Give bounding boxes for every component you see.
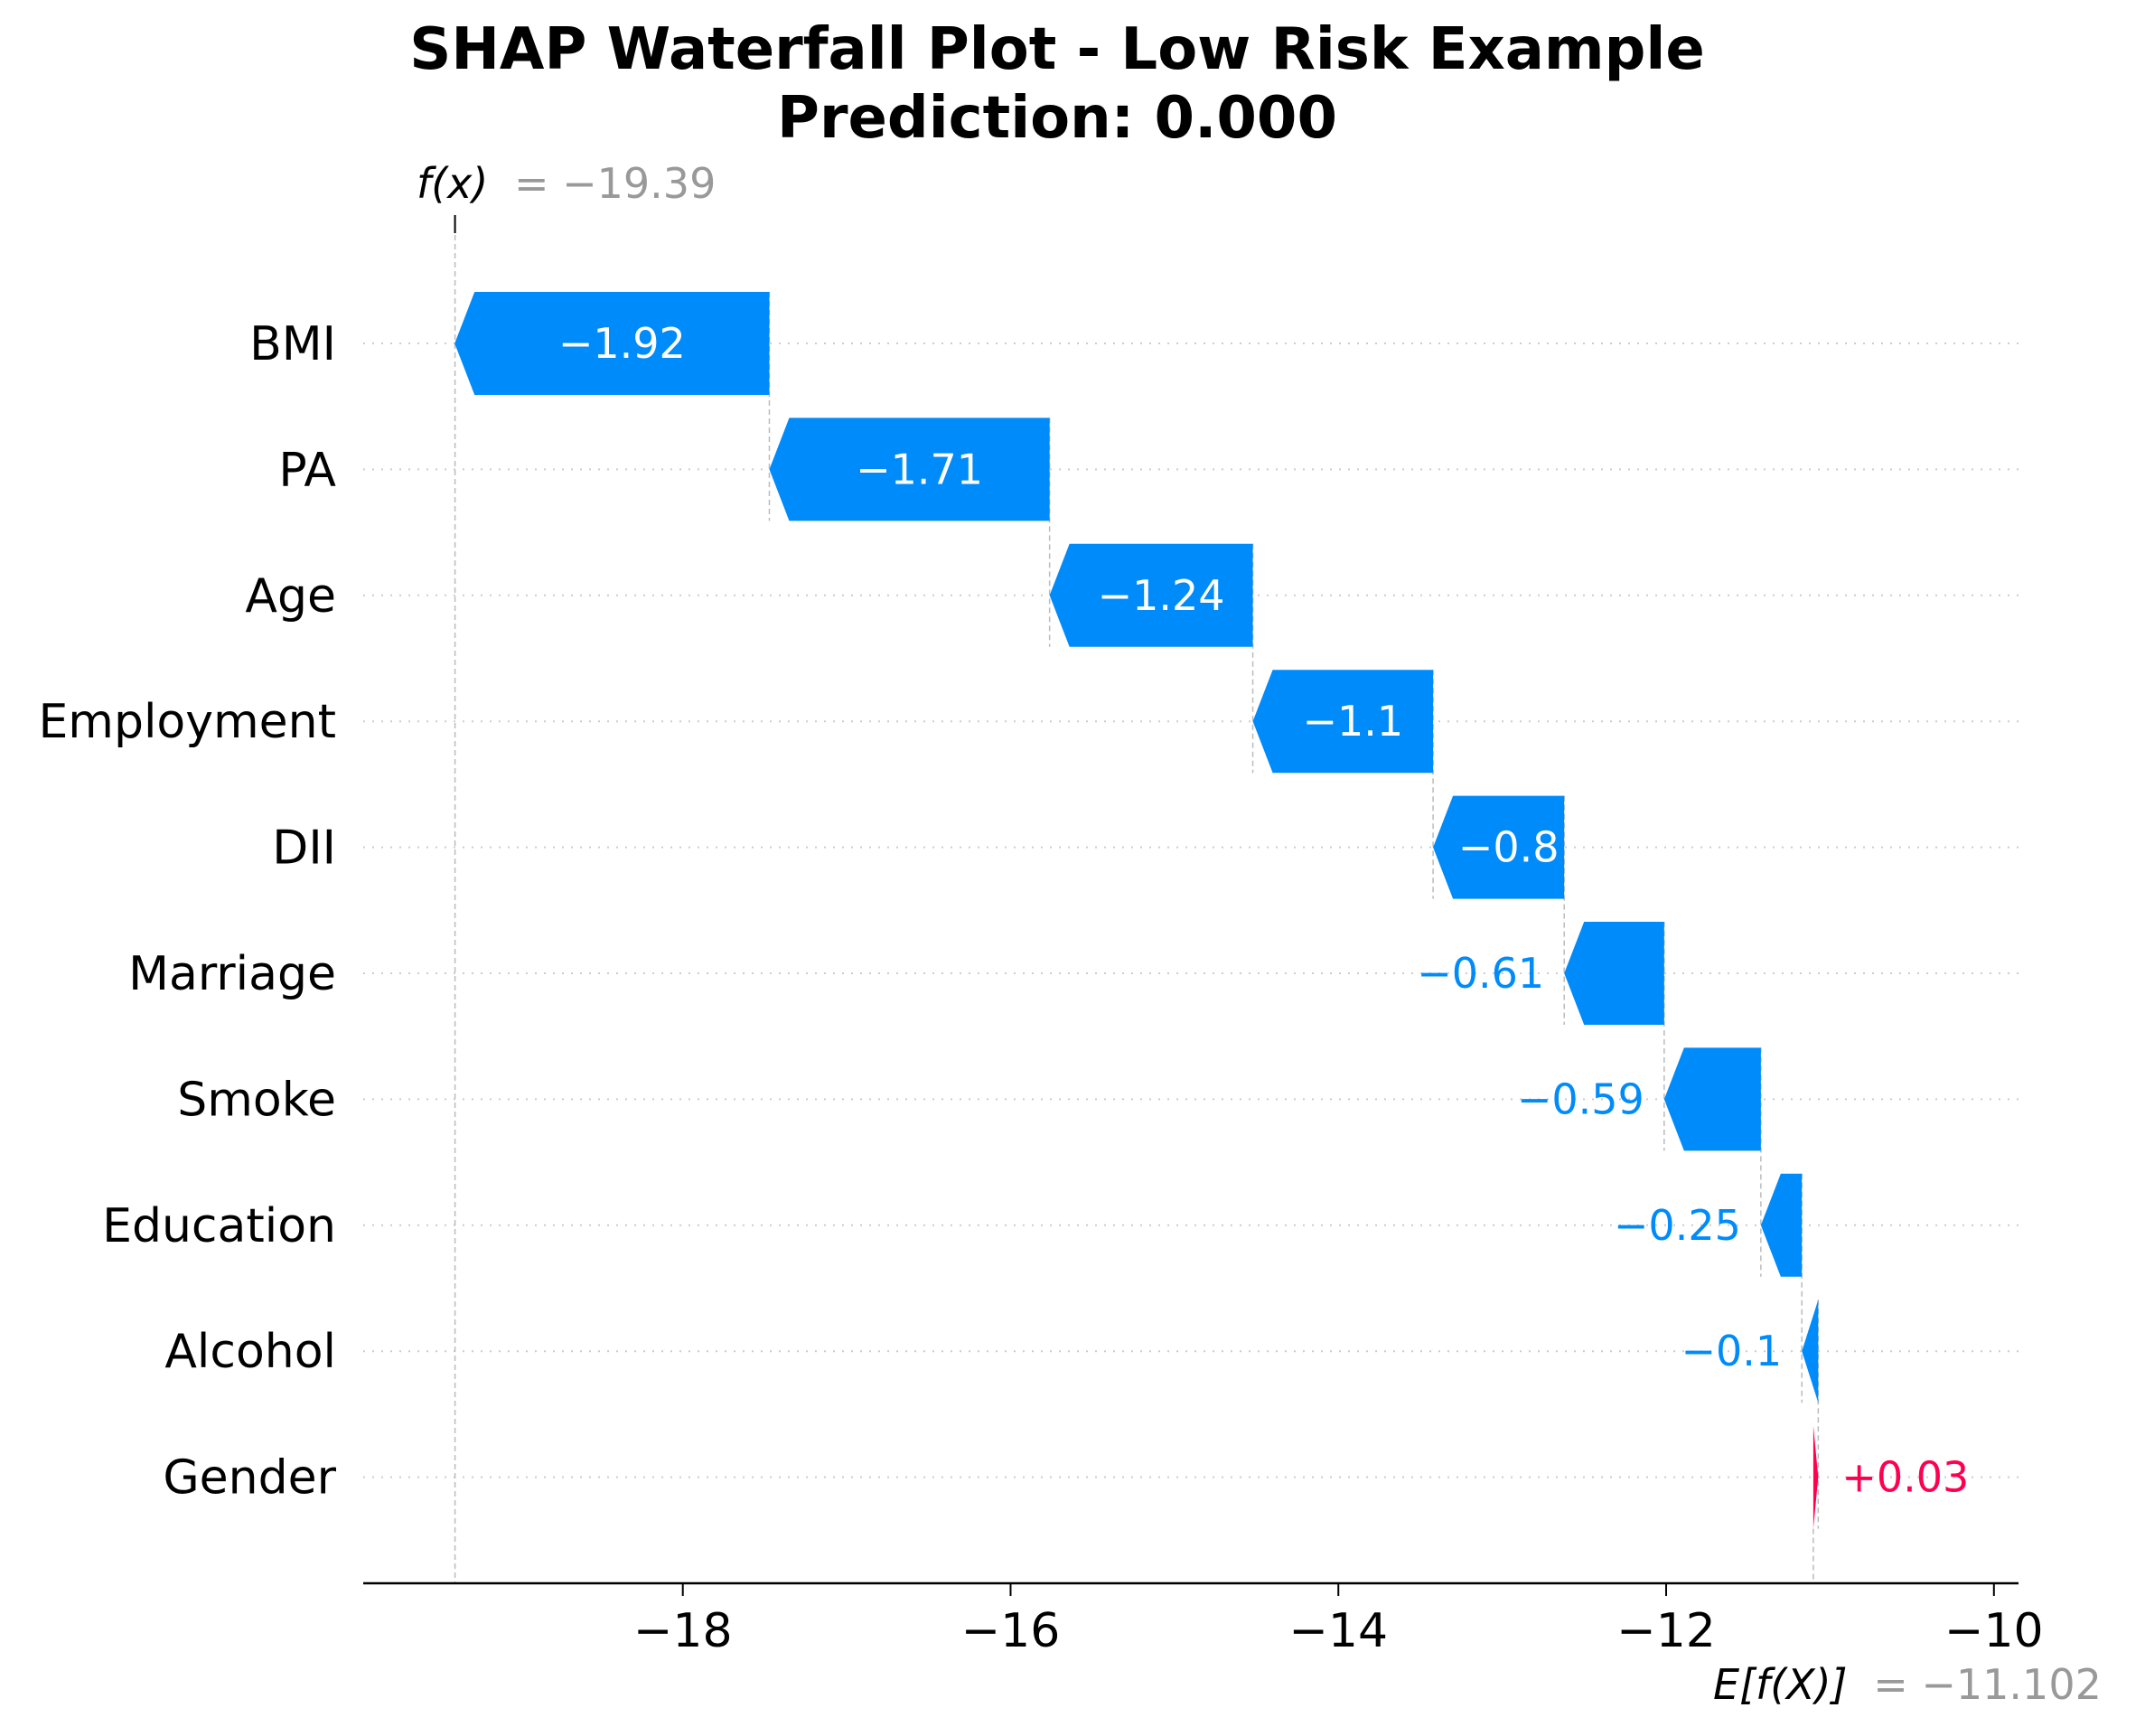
fx-annotation: f(x) = −19.39 bbox=[417, 159, 716, 208]
chart-subtitle: Prediction: 0.000 bbox=[777, 85, 1337, 152]
bar-employment bbox=[1252, 670, 1434, 774]
x-axis: −18 −16 −14 −12 −10 bbox=[363, 1581, 2044, 1658]
value-label-education: −0.25 bbox=[1614, 1201, 1741, 1250]
feature-label-pa: PA bbox=[278, 443, 336, 497]
feature-label-smoke: Smoke bbox=[177, 1073, 336, 1127]
value-label-alcohol: −0.1 bbox=[1681, 1327, 1783, 1375]
bar-pa bbox=[769, 418, 1050, 521]
x-tick-label: −16 bbox=[961, 1604, 1061, 1658]
bar-age bbox=[1049, 543, 1253, 647]
value-label-pa: −1.71 bbox=[856, 445, 983, 493]
value-label-smoke: −0.59 bbox=[1517, 1074, 1644, 1123]
feature-label-marriage: Marriage bbox=[128, 947, 336, 1001]
base-value-label: = −11.102 bbox=[1873, 1660, 2102, 1709]
value-label-employment: −1.1 bbox=[1302, 697, 1403, 746]
base-name: E[f(X)] bbox=[1713, 1660, 1848, 1709]
fx-name: f(x) bbox=[417, 159, 488, 208]
value-label-marriage: −0.61 bbox=[1417, 949, 1544, 998]
bar-education bbox=[1760, 1173, 1803, 1277]
bar-alcohol bbox=[1802, 1300, 1819, 1403]
value-label-bmi: −1.92 bbox=[558, 319, 686, 368]
x-tick-label: −10 bbox=[1944, 1604, 2044, 1658]
feature-label-dii: DII bbox=[272, 821, 336, 876]
value-label-gender: +0.03 bbox=[1841, 1453, 1969, 1502]
base-annotation: E[f(X)] = −11.102 bbox=[1713, 1660, 2102, 1709]
bars-layer bbox=[454, 292, 1819, 1529]
x-tick-label: −14 bbox=[1288, 1604, 1388, 1658]
x-tick-label: −12 bbox=[1616, 1604, 1716, 1658]
feature-label-age: Age bbox=[245, 569, 336, 624]
grid-layer bbox=[363, 215, 2019, 1583]
value-label-dii: −0.8 bbox=[1458, 823, 1560, 872]
feature-label-employment: Employment bbox=[38, 695, 336, 749]
labels-layer: BMI PA Age Employment DII Marriage Smoke Educat… bbox=[38, 317, 1969, 1506]
feature-label-bmi: BMI bbox=[249, 317, 336, 371]
bar-smoke bbox=[1663, 1047, 1761, 1151]
feature-label-alcohol: Alcohol bbox=[164, 1325, 336, 1379]
x-tick-label: −18 bbox=[633, 1604, 733, 1658]
bar-gender bbox=[1812, 1425, 1819, 1529]
bar-marriage bbox=[1564, 922, 1664, 1025]
fx-value-label: = −19.39 bbox=[514, 159, 716, 208]
bar-bmi bbox=[454, 292, 770, 395]
feature-label-education: Education bbox=[102, 1199, 336, 1253]
feature-label-gender: Gender bbox=[163, 1451, 336, 1506]
bar-dii bbox=[1433, 795, 1565, 899]
value-label-age: −1.24 bbox=[1098, 571, 1225, 620]
chart-title: SHAP Waterfall Plot - Low Risk Example bbox=[409, 16, 1705, 83]
